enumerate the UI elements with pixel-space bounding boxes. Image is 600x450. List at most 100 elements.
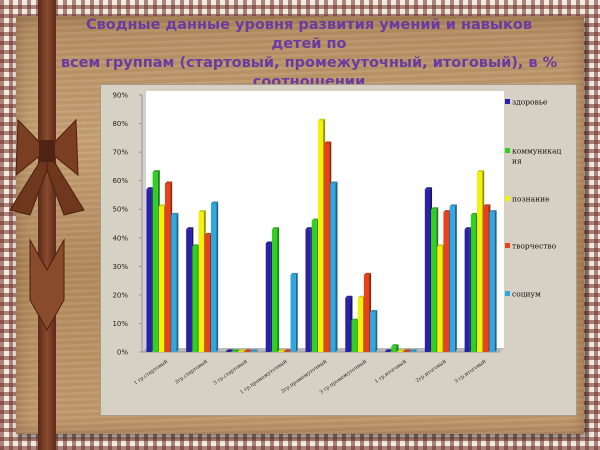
bar-side [396,344,399,352]
bar-top [171,212,179,215]
bar-творчество-5 [363,274,370,352]
bar-социум-0 [171,214,177,352]
x-tick-label: 1 гр.стартовый [133,358,170,386]
legend-swatch-2 [505,196,510,201]
bar-side [415,349,418,352]
legend-swatch-3 [505,243,510,248]
bar-коммуникация-5 [351,320,357,352]
bar-творчество-4 [324,143,330,352]
bar-познание-1 [198,212,204,352]
bar-коммуникация-6 [391,346,397,352]
bar-top [357,295,365,298]
bar-side [295,272,298,352]
bar-коммуникация-8 [470,214,477,352]
bar-познание-8 [477,172,483,352]
y-tick-label: 60% [112,177,128,185]
bar-познание-3 [278,351,284,352]
bar-top [330,181,338,184]
x-tick-label: 3 гр.итоговый [453,358,487,385]
bar-top [443,210,451,213]
bar-здоровье-6 [385,351,391,352]
bar-творчество-6 [403,351,409,352]
bar-side [277,227,280,352]
bar-top [363,272,372,275]
bar-top [244,349,252,352]
bar-top [311,218,319,221]
bar-коммуникация-7 [431,209,437,352]
bar-социум-7 [449,206,455,352]
legend-swatch-1 [505,148,510,153]
bar-познание-7 [437,246,443,352]
bar-side [243,349,246,352]
bar-коммуникация-2 [232,351,238,352]
bar-top [470,212,479,215]
y-tick-label: 40% [112,234,128,242]
bar-top [431,207,439,210]
bar-здоровье-5 [345,297,351,352]
bar-top [232,349,240,352]
bar-познание-4 [317,120,324,352]
bar-коммуникация-0 [152,172,158,352]
bar-коммуникация-3 [271,229,278,352]
y-tick-label: 10% [112,320,128,328]
bar-top [437,244,445,247]
bar-здоровье-1 [186,229,192,352]
x-tick-label: 1 гр.итоговый [374,358,408,385]
x-tick-label: 3 гр.стартовый [213,358,250,386]
bar-top [403,349,411,352]
y-tick-label: 50% [112,206,128,214]
bar-социум-6 [409,351,416,352]
bar-здоровье-0 [146,189,152,352]
bar-side [249,349,252,352]
legend-label-1: коммуникац [512,147,561,156]
bar-side [335,181,338,352]
bar-социум-5 [370,312,376,352]
bar-творчество-8 [483,206,489,352]
chart-title-line-2: всем группам (стартовый, промежуточный, … [60,55,558,71]
bar-здоровье-4 [305,229,311,352]
bar-top [424,187,433,190]
bar-top [225,349,234,352]
bar-top [483,204,491,207]
legend-swatch-4 [505,291,510,296]
bar-top [489,210,497,213]
bar-top [271,227,280,230]
bar-top [409,349,418,352]
y-tick-label: 0% [117,349,128,357]
bar-познание-6 [397,351,403,352]
bar-side [494,210,497,352]
bar-социум-4 [330,183,336,352]
bar-top [464,227,472,230]
bar-творчество-1 [204,234,210,352]
bar-top [370,310,378,313]
bar-top [284,349,292,352]
bar-top [152,170,160,173]
bar-top [250,349,258,352]
bar-top [164,181,173,184]
bar-познание-2 [238,351,244,352]
bar-top [305,227,313,230]
bar-top [204,232,212,235]
bar-top [397,349,405,352]
bar-социум-1 [210,203,217,352]
bar-top [238,349,246,352]
bar-side [176,212,179,352]
ribbon-bow-decoration [9,0,85,450]
chart-title-line-1: Сводные данные уровня развития умений и … [85,17,533,52]
bar-познание-5 [357,297,363,352]
bar-top [317,118,326,121]
legend-label-3: творчество [512,242,557,251]
y-tick-label: 90% [112,92,128,100]
bar-side [402,349,405,352]
x-tick-label: 2гр.итоговый [415,358,448,384]
bar-top [351,318,359,321]
bar-top [210,201,219,204]
bar-side [375,310,378,352]
bar-творчество-3 [284,351,290,352]
bar-top [278,349,286,352]
y-tick-label: 30% [112,263,128,271]
bar-здоровье-3 [265,243,271,352]
bar-здоровье-8 [464,229,470,352]
bar-здоровье-2 [225,351,232,352]
